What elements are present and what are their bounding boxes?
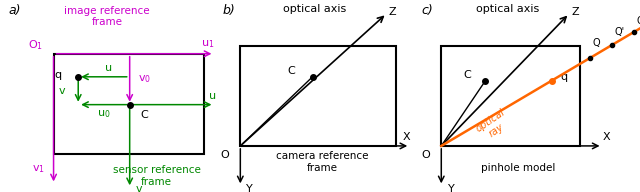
Text: optical axis: optical axis bbox=[283, 4, 346, 14]
Text: q: q bbox=[54, 70, 61, 80]
Text: Z: Z bbox=[388, 7, 396, 17]
Text: a): a) bbox=[8, 4, 21, 17]
Text: O: O bbox=[221, 150, 230, 160]
Text: Q': Q' bbox=[614, 27, 625, 37]
Text: u$_1$: u$_1$ bbox=[201, 38, 214, 50]
Text: optical
ray: optical ray bbox=[474, 107, 513, 144]
Text: C: C bbox=[140, 110, 148, 120]
Text: O: O bbox=[421, 150, 430, 160]
Text: u$_0$: u$_0$ bbox=[97, 108, 111, 120]
Text: b): b) bbox=[223, 4, 236, 17]
Text: v$_1$: v$_1$ bbox=[32, 163, 45, 175]
Text: X: X bbox=[403, 132, 410, 142]
Bar bbox=[442, 46, 580, 146]
Text: v: v bbox=[59, 86, 65, 96]
Text: C: C bbox=[287, 66, 295, 76]
Text: C: C bbox=[463, 70, 471, 80]
Text: Q": Q" bbox=[637, 16, 640, 26]
Text: u: u bbox=[105, 63, 112, 73]
Text: Y: Y bbox=[448, 184, 454, 192]
Text: image reference
frame: image reference frame bbox=[65, 6, 150, 27]
Text: O$_1$: O$_1$ bbox=[28, 38, 43, 52]
Text: X: X bbox=[602, 132, 610, 142]
Text: pinhole model: pinhole model bbox=[481, 163, 556, 173]
Text: c): c) bbox=[421, 4, 433, 17]
Text: q: q bbox=[561, 72, 568, 82]
Text: u: u bbox=[209, 91, 216, 101]
Bar bbox=[54, 54, 204, 154]
Text: Z: Z bbox=[572, 7, 579, 17]
Bar bbox=[241, 46, 396, 146]
Text: sensor reference
frame: sensor reference frame bbox=[113, 165, 200, 187]
Text: v: v bbox=[136, 184, 143, 192]
Text: camera reference
frame: camera reference frame bbox=[276, 151, 369, 173]
Text: optical axis: optical axis bbox=[476, 4, 539, 14]
Text: Q: Q bbox=[593, 38, 600, 48]
Text: Y: Y bbox=[246, 184, 253, 192]
Text: v$_0$: v$_0$ bbox=[138, 73, 151, 85]
